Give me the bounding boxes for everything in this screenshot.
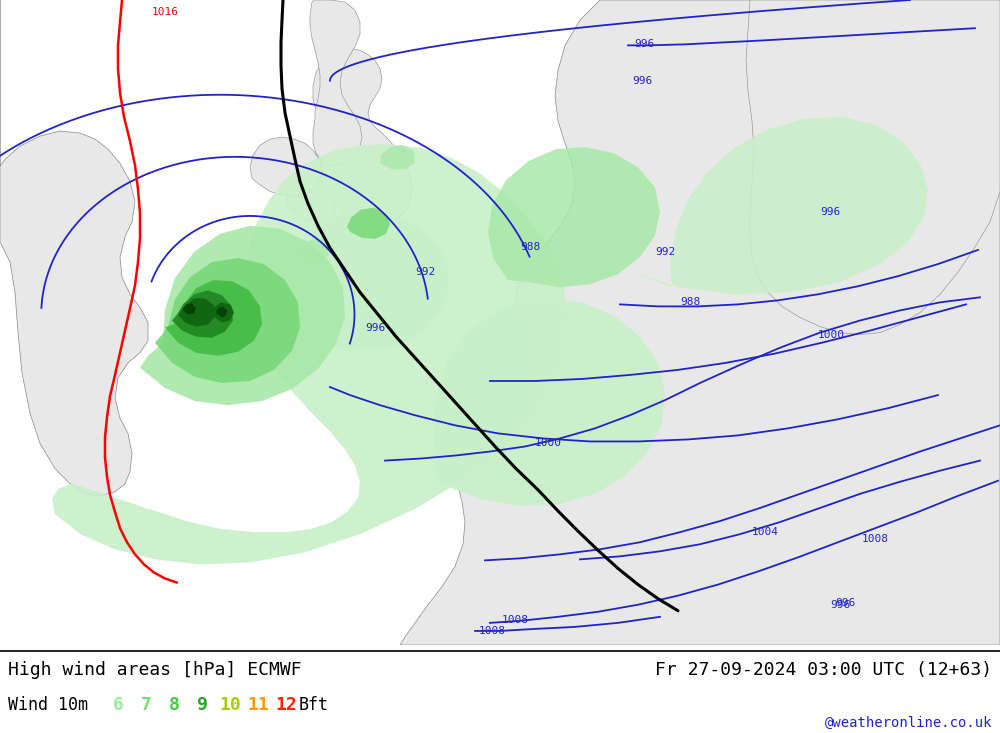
Text: 1008: 1008 xyxy=(502,615,529,625)
Text: 996: 996 xyxy=(365,323,385,333)
Text: 1000: 1000 xyxy=(535,438,562,449)
Polygon shape xyxy=(212,302,234,323)
Polygon shape xyxy=(400,0,1000,645)
Polygon shape xyxy=(155,258,300,383)
Polygon shape xyxy=(0,0,148,496)
Polygon shape xyxy=(310,0,362,165)
Polygon shape xyxy=(434,298,665,506)
Polygon shape xyxy=(172,290,233,338)
Text: 1008: 1008 xyxy=(479,626,506,636)
Polygon shape xyxy=(183,303,196,314)
Text: 10: 10 xyxy=(219,696,241,714)
Polygon shape xyxy=(380,145,415,169)
Text: 988: 988 xyxy=(680,298,700,307)
Polygon shape xyxy=(347,207,390,239)
Text: 1008: 1008 xyxy=(862,534,889,544)
Polygon shape xyxy=(488,147,660,287)
Text: High wind areas [hPa] ECMWF: High wind areas [hPa] ECMWF xyxy=(8,661,302,679)
Text: 1016: 1016 xyxy=(152,7,179,17)
Text: 11: 11 xyxy=(247,696,269,714)
Text: 7: 7 xyxy=(141,696,151,714)
Text: 996: 996 xyxy=(830,600,850,610)
Polygon shape xyxy=(301,239,330,261)
Polygon shape xyxy=(178,298,215,327)
Text: 996: 996 xyxy=(634,40,654,49)
Text: 996: 996 xyxy=(632,75,652,86)
Polygon shape xyxy=(287,48,412,224)
Text: 9: 9 xyxy=(197,696,207,714)
Text: 1004: 1004 xyxy=(752,527,779,537)
Text: 996: 996 xyxy=(820,207,840,217)
Text: Fr 27-09-2024 03:00 UTC (12+63): Fr 27-09-2024 03:00 UTC (12+63) xyxy=(655,661,992,679)
Polygon shape xyxy=(216,306,227,317)
Text: 12: 12 xyxy=(275,696,297,714)
Polygon shape xyxy=(52,144,568,564)
Text: 992: 992 xyxy=(655,247,675,257)
Text: 996: 996 xyxy=(835,597,855,608)
Text: Wind 10m: Wind 10m xyxy=(8,696,88,714)
Polygon shape xyxy=(746,0,1000,334)
Polygon shape xyxy=(630,117,928,294)
Text: 1000: 1000 xyxy=(818,330,845,339)
Polygon shape xyxy=(140,226,345,405)
Text: @weatheronline.co.uk: @weatheronline.co.uk xyxy=(824,716,992,730)
Polygon shape xyxy=(165,280,262,356)
Text: 6: 6 xyxy=(113,696,123,714)
Text: 992: 992 xyxy=(415,267,435,277)
Text: 8: 8 xyxy=(169,696,179,714)
Text: 988: 988 xyxy=(520,242,540,252)
Polygon shape xyxy=(248,210,448,351)
Polygon shape xyxy=(250,137,322,196)
Text: Bft: Bft xyxy=(299,696,329,714)
